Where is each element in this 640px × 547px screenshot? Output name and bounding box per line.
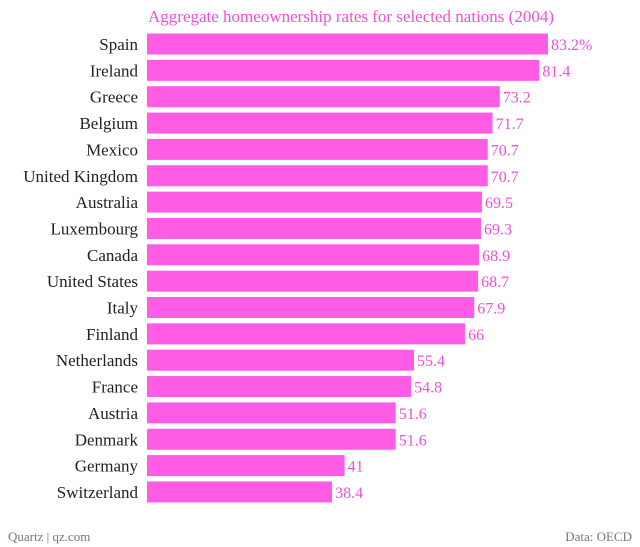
category-label: Finland (86, 325, 138, 344)
bar (147, 165, 488, 187)
bar (147, 33, 548, 55)
value-label: 54.8 (414, 380, 442, 397)
category-label: Netherlands (56, 351, 138, 370)
category-label: United Kingdom (23, 167, 138, 186)
category-label: Germany (75, 457, 139, 476)
category-label: United States (47, 272, 138, 291)
category-label: Luxembourg (50, 219, 138, 238)
bar (147, 349, 415, 371)
value-label: 55.4 (417, 353, 445, 370)
bar (147, 244, 480, 266)
category-label: France (92, 378, 138, 397)
value-label: 67.9 (477, 301, 505, 318)
bar (147, 455, 345, 477)
value-label: 70.7 (491, 142, 519, 159)
category-label: Greece (90, 88, 138, 107)
bar (147, 481, 333, 503)
bar (147, 297, 475, 318)
category-label: Italy (107, 299, 139, 318)
data-source: Data: OECD (565, 529, 632, 544)
bar (147, 59, 540, 81)
category-label: Canada (87, 246, 138, 265)
bar (147, 428, 396, 450)
source-credit: Quartz | qz.com (8, 529, 91, 544)
value-label: 38.4 (335, 485, 363, 502)
category-label: Belgium (79, 114, 138, 133)
bar (147, 191, 482, 213)
bar (147, 376, 412, 398)
category-label: Austria (88, 404, 139, 423)
bar (147, 217, 482, 239)
category-label: Mexico (86, 140, 138, 159)
chart-title: Aggregate homeownership rates for select… (148, 7, 554, 26)
value-label: 73.2 (503, 90, 531, 107)
category-label: Australia (76, 193, 139, 212)
value-label: 51.6 (399, 432, 427, 449)
value-label: 83.2% (551, 37, 592, 54)
value-label: 51.6 (399, 406, 427, 423)
value-label: 71.7 (496, 116, 524, 133)
bar (147, 323, 466, 345)
value-label: 68.7 (481, 274, 509, 291)
bar (147, 402, 396, 424)
value-label: 41 (348, 459, 364, 476)
value-label: 69.3 (484, 221, 512, 238)
value-label: 68.9 (482, 248, 510, 265)
category-label: Switzerland (57, 483, 139, 502)
bar (147, 138, 488, 160)
category-label: Spain (99, 35, 138, 54)
category-label: Denmark (75, 430, 139, 449)
value-label: 69.5 (485, 195, 513, 212)
bar (147, 112, 493, 134)
bar (147, 270, 479, 292)
value-label: 70.7 (491, 169, 519, 186)
value-label: 81.4 (542, 63, 570, 80)
category-label: Ireland (90, 61, 139, 80)
value-label: 66 (468, 327, 484, 344)
bar (147, 86, 500, 108)
